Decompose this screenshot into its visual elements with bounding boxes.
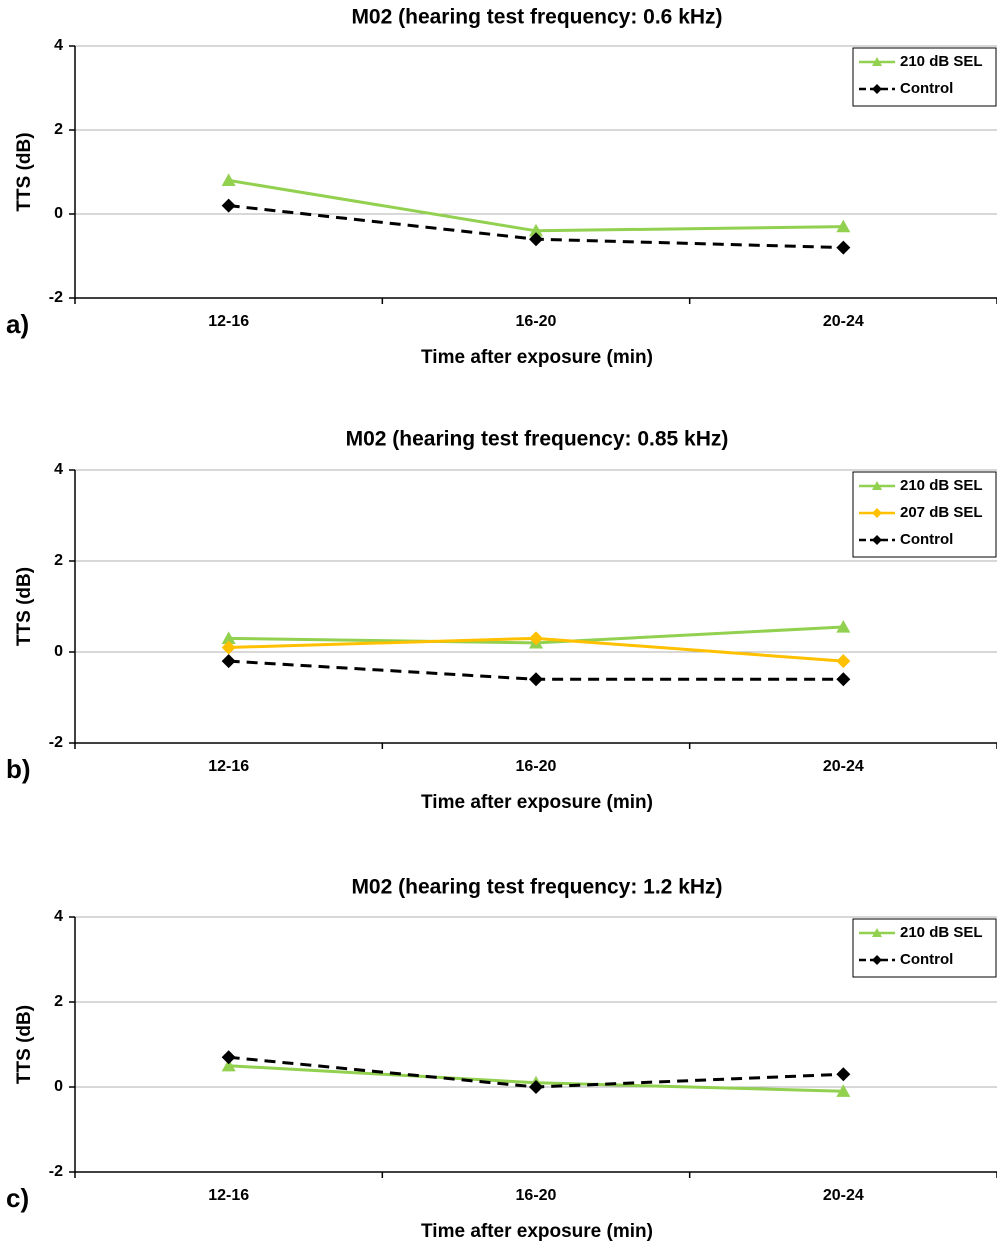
marker: [529, 631, 543, 646]
marker: [836, 619, 851, 633]
y-tick-label: 0: [54, 643, 63, 660]
x-axis-label: Time after exposure (min): [421, 347, 653, 368]
legend-label: Control: [900, 531, 953, 548]
x-tick-label: 20-24: [823, 313, 864, 330]
marker: [836, 219, 851, 233]
marker: [221, 1050, 236, 1065]
y-tick-label: -2: [49, 1163, 63, 1180]
y-tick-label: -2: [49, 734, 63, 751]
legend-marker: [872, 84, 882, 94]
x-tick-label: 12-16: [208, 758, 249, 775]
marker: [529, 1080, 543, 1094]
marker: [221, 640, 236, 655]
legend-marker: [872, 928, 882, 937]
x-tick-label: 16-20: [516, 758, 557, 775]
marker: [529, 223, 543, 237]
panel-label: c): [6, 1183, 29, 1213]
x-tick-label: 12-16: [208, 1187, 249, 1204]
x-tick-label: 16-20: [516, 1187, 557, 1204]
legend-label: 210 dB SEL: [900, 53, 983, 70]
legend-label: Control: [900, 951, 953, 968]
series-line: [228, 178, 844, 233]
marker: [221, 654, 236, 669]
legend-label: 210 dB SEL: [900, 924, 983, 941]
y-tick-label: -2: [49, 289, 63, 306]
marker: [836, 1084, 851, 1097]
panel-label: b): [6, 754, 31, 784]
legend-label: 207 dB SEL: [900, 504, 983, 521]
y-tick-label: 2: [54, 121, 63, 138]
chart-title: M02 (hearing test frequency: 0.6 kHz): [351, 6, 722, 29]
marker: [529, 232, 543, 247]
marker: [221, 1058, 236, 1072]
legend-label: Control: [900, 80, 953, 97]
marker: [221, 631, 236, 644]
legend-marker: [872, 508, 882, 518]
y-tick-label: 0: [54, 1078, 63, 1095]
y-axis-label: TTS (dB): [14, 567, 35, 646]
y-tick-label: 2: [54, 993, 63, 1010]
legend-marker: [872, 955, 882, 965]
marker: [529, 672, 543, 687]
marker: [836, 654, 851, 669]
marker: [836, 1067, 851, 1082]
y-tick-label: 4: [54, 37, 63, 54]
y-axis-label: TTS (dB): [14, 132, 35, 211]
chart-title: M02 (hearing test frequency: 1.2 kHz): [351, 876, 722, 899]
marker: [221, 198, 236, 213]
marker: [221, 173, 236, 186]
x-axis-label: Time after exposure (min): [421, 1221, 653, 1242]
y-tick-label: 4: [54, 908, 63, 925]
x-tick-label: 20-24: [823, 1187, 864, 1204]
y-tick-label: 4: [54, 461, 63, 478]
y-tick-label: 0: [54, 205, 63, 222]
chart-title: M02 (hearing test frequency: 0.85 kHz): [346, 428, 729, 451]
marker: [836, 240, 851, 255]
x-tick-label: 20-24: [823, 758, 864, 775]
panel-label: a): [6, 309, 29, 339]
x-axis-label: Time after exposure (min): [421, 792, 653, 813]
marker: [836, 672, 851, 687]
x-tick-label: 12-16: [208, 313, 249, 330]
legend-marker: [872, 535, 882, 545]
legend-marker: [872, 57, 882, 66]
x-tick-label: 16-20: [516, 313, 557, 330]
y-tick-label: 2: [54, 552, 63, 569]
legend-box: [852, 47, 997, 107]
y-axis-label: TTS (dB): [14, 1005, 35, 1084]
legend-marker: [872, 481, 882, 490]
legend-label: 210 dB SEL: [900, 477, 983, 494]
